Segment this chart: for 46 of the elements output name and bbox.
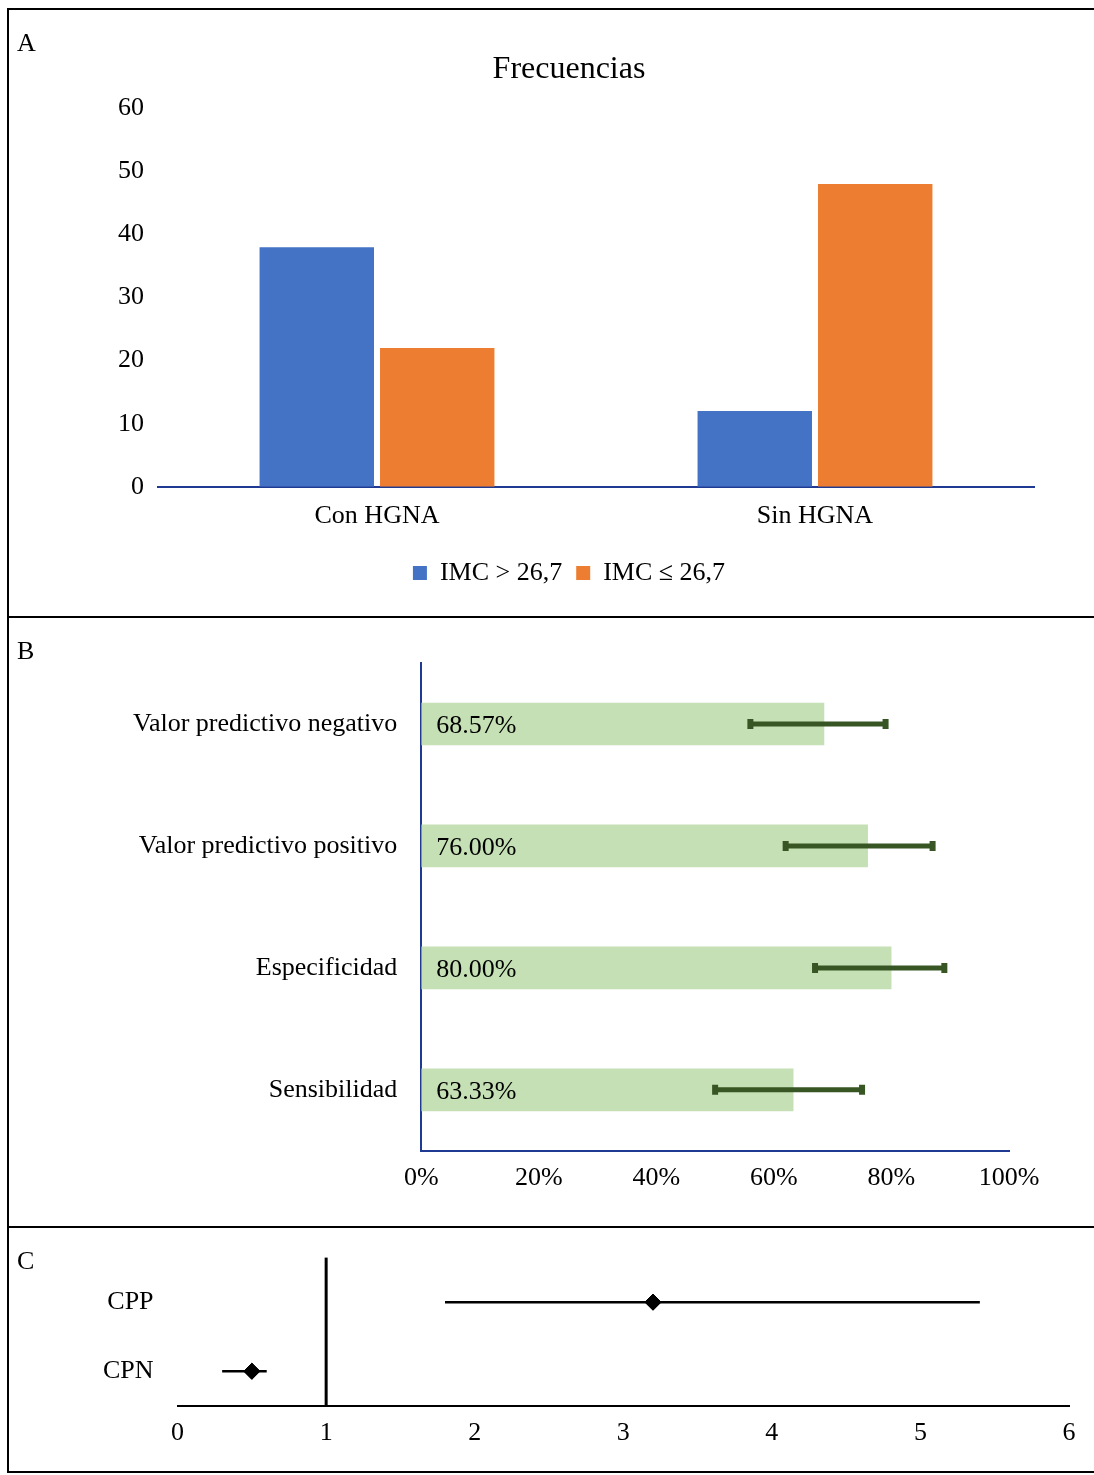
x-tick-label: 6 (1062, 1417, 1076, 1447)
data-label: 68.57% (436, 709, 517, 739)
data-label: 76.00% (436, 831, 517, 861)
x-tick-label: 2 (468, 1417, 482, 1447)
x-tick-label: Sin HGNA (756, 500, 874, 530)
y-tick-label: 30 (118, 281, 144, 311)
x-tick-label: 40% (632, 1162, 681, 1192)
x-tick-label: 60% (750, 1162, 798, 1192)
x-tick-label: 20% (514, 1162, 563, 1192)
y-tick-label: 10 (118, 407, 144, 437)
bar (421, 1068, 794, 1112)
y-tick-label: CPP (107, 1285, 154, 1315)
bar (421, 702, 825, 746)
bar (259, 247, 374, 487)
bar (421, 824, 868, 868)
y-tick-label: Especificidad (255, 951, 398, 981)
text: B (17, 636, 35, 666)
x-tick-label: 0 (171, 1417, 185, 1447)
y-tick-label: 50 (118, 155, 144, 185)
chart-title: Frecuencias (492, 48, 646, 85)
y-tick-label: 60 (118, 92, 144, 122)
data-label: 63.33% (436, 1075, 517, 1105)
x-tick-label: Con HGNA (314, 500, 440, 530)
data-label: 80.00% (436, 953, 517, 983)
y-tick-label: Sensibilidad (268, 1073, 398, 1103)
y-tick-label: 40 (118, 218, 144, 248)
y-tick-label: 0 (131, 470, 144, 500)
y-tick-label: CPN (103, 1355, 154, 1385)
bar (697, 411, 812, 487)
x-tick-label: 0% (403, 1162, 439, 1192)
x-tick-label: 100% (978, 1162, 1040, 1192)
bar (421, 946, 892, 990)
x-tick-label: 80% (867, 1162, 916, 1192)
x-tick-label: 5 (913, 1417, 927, 1447)
y-tick-label: Valor predictivo negativo (132, 707, 398, 737)
y-tick-label: Valor predictivo positivo (138, 829, 398, 859)
legend-label: IMC ≤ 26,7 (603, 556, 726, 586)
y-tick-label: 20 (118, 344, 144, 374)
bar (380, 348, 495, 487)
text: A (17, 28, 36, 58)
x-tick-label: 3 (616, 1417, 630, 1447)
x-tick-label: 1 (319, 1417, 333, 1447)
text: C (17, 1246, 35, 1276)
bar (818, 184, 933, 487)
x-tick-label: 4 (765, 1417, 779, 1447)
legend-label: IMC > 26,7 (439, 556, 563, 586)
